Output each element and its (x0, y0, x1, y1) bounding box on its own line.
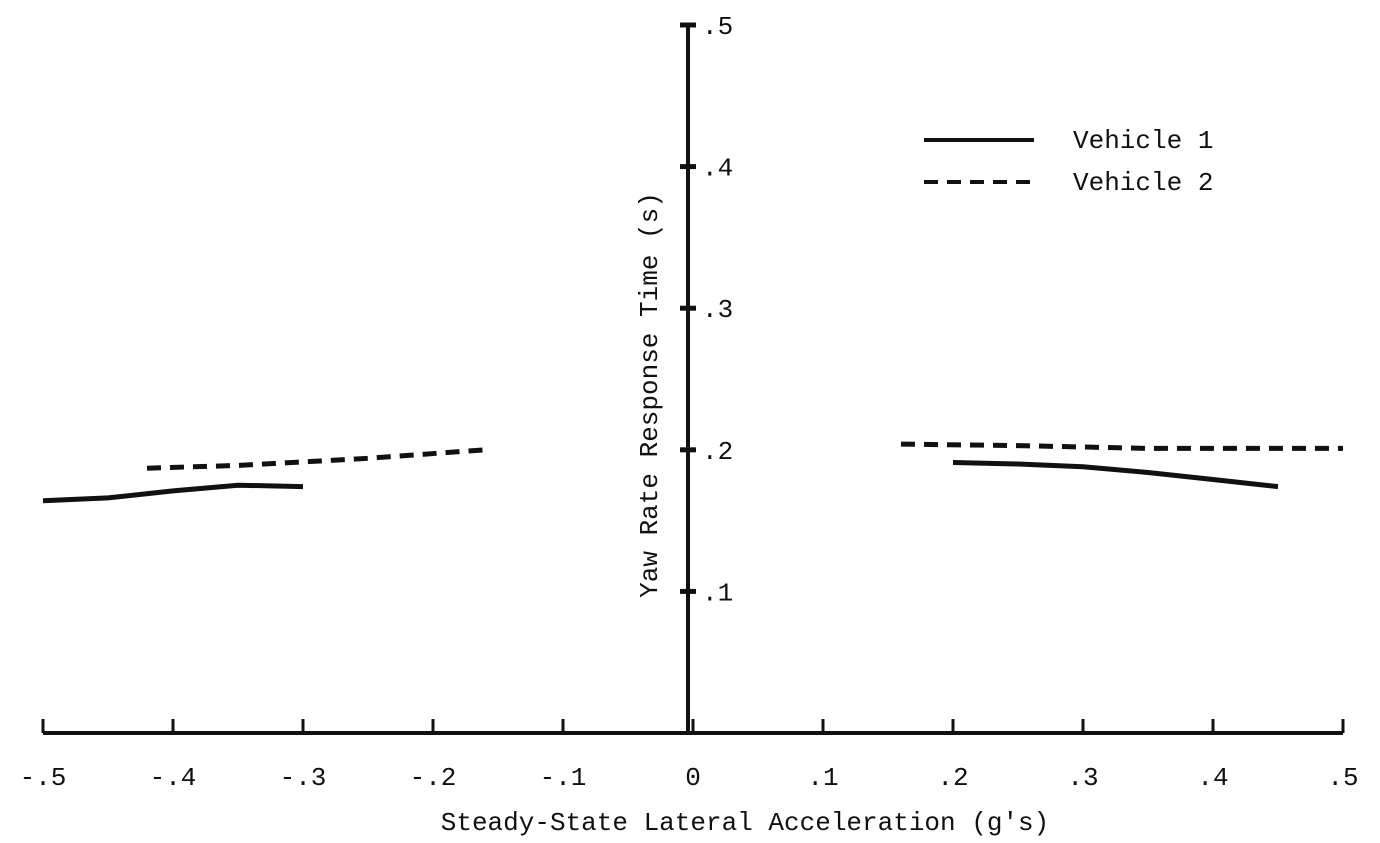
x-tick-label: .4 (1197, 763, 1228, 793)
y-tick-label: .5 (702, 12, 733, 42)
series-line-2 (146, 447, 486, 471)
legend: Vehicle 1 Vehicle 2 (924, 126, 1213, 198)
series-line-1 (42, 482, 304, 504)
x-axis-title: Steady-State Lateral Acceleration (g's) (441, 808, 1050, 838)
y-axis-title: Yaw Rate Response Time (s) (635, 192, 665, 598)
x-tick-label: 0 (685, 763, 701, 793)
y-tick-label: .4 (702, 154, 733, 184)
x-tick-label: .1 (807, 763, 838, 793)
x-tick-label: -.1 (540, 763, 587, 793)
series-line-1 (952, 460, 1279, 490)
y-tick-label: .1 (702, 578, 733, 608)
x-tick-label: -.4 (150, 763, 197, 793)
x-tick-label: .3 (1067, 763, 1098, 793)
series-line-2 (900, 441, 1343, 451)
y-tick-label: .2 (702, 437, 733, 467)
y-tick-label: .3 (702, 295, 733, 325)
x-ticks: -.5 -.4 -.3 -.2 -.1 0 .1 .2 .3 .4 .5 (20, 719, 1359, 793)
series-layer (42, 441, 1343, 504)
legend-label-2: Vehicle 2 (1073, 168, 1213, 198)
x-tick-label: .5 (1327, 763, 1358, 793)
x-tick-label: -.2 (410, 763, 457, 793)
legend-label-1: Vehicle 1 (1073, 126, 1213, 156)
x-tick-label: .2 (937, 763, 968, 793)
x-tick-label: -.5 (20, 763, 67, 793)
x-tick-label: -.3 (280, 763, 327, 793)
y-ticks: .1 .2 .3 .4 .5 (680, 12, 733, 608)
